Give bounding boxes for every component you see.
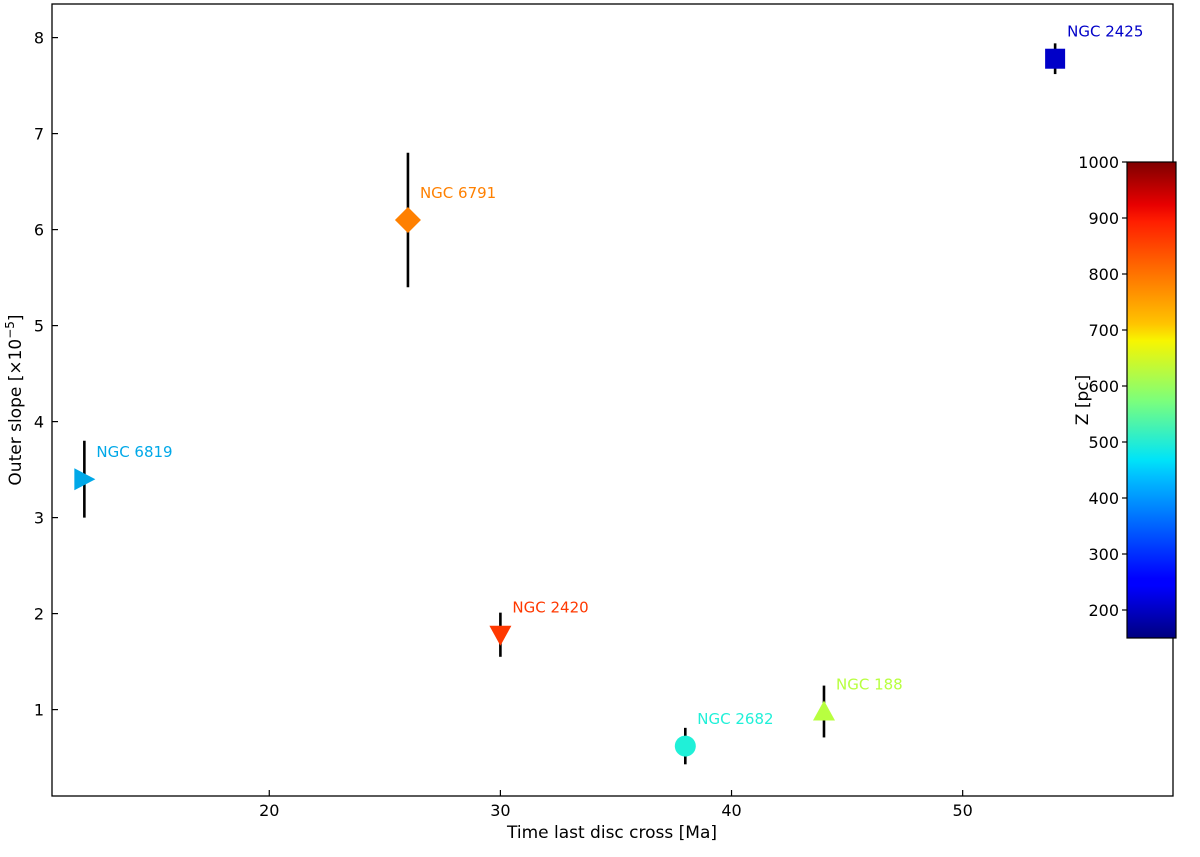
colorbar-ticks: 200 300 400 500 600 700 800 900 1000 bbox=[1078, 153, 1127, 620]
marker-diamond bbox=[394, 207, 421, 233]
marker-triangle-up bbox=[812, 700, 835, 721]
colorbar: 200 300 400 500 600 700 800 900 1000 Z [pc] bbox=[1073, 153, 1177, 639]
colorbar-tick-label: 1000 bbox=[1078, 153, 1119, 172]
colorbar-tick-label: 300 bbox=[1088, 545, 1119, 564]
marker-triangle-down bbox=[489, 625, 512, 646]
marker-square bbox=[1045, 48, 1066, 69]
x-axis-label: Time last disc cross [Ma] bbox=[506, 823, 717, 843]
y-tick-label: 1 bbox=[34, 701, 44, 720]
x-tick-label: 40 bbox=[721, 801, 741, 820]
y-tick-label: 6 bbox=[34, 221, 44, 240]
colorbar-tick-label: 600 bbox=[1088, 377, 1119, 396]
point-label: NGC 2420 bbox=[512, 599, 588, 617]
colorbar-tick-label: 200 bbox=[1088, 601, 1119, 620]
colorbar-tick-label: 500 bbox=[1088, 433, 1119, 452]
point-label: NGC 2682 bbox=[697, 710, 773, 728]
y-tick-label: 5 bbox=[34, 317, 44, 336]
y-tick-label: 8 bbox=[34, 29, 44, 48]
error-bars bbox=[83, 43, 1057, 765]
plot-area-frame bbox=[51, 3, 1174, 797]
colorbar-label: Z [pc] bbox=[1073, 375, 1093, 425]
marker-triangle-right bbox=[74, 468, 96, 491]
colorbar-tick-label: 400 bbox=[1088, 489, 1119, 508]
y-tick-label: 3 bbox=[34, 509, 44, 528]
point-label: NGC 6791 bbox=[420, 184, 496, 202]
data-markers bbox=[74, 48, 1066, 757]
x-tick-label: 50 bbox=[952, 801, 972, 820]
colorbar-tick-label: 900 bbox=[1088, 209, 1119, 228]
y-axis-label: Outer slope [×10−5] bbox=[3, 314, 26, 485]
x-tick-label: 20 bbox=[259, 801, 279, 820]
x-axis: 20 30 40 50 bbox=[259, 790, 973, 820]
y-tick-label: 4 bbox=[34, 413, 44, 432]
marker-circle bbox=[674, 735, 696, 757]
colorbar-tick-label: 700 bbox=[1088, 321, 1119, 340]
y-axis: 1 2 3 4 5 6 7 8 bbox=[34, 29, 58, 720]
point-label: NGC 188 bbox=[836, 676, 903, 694]
x-tick-label: 30 bbox=[490, 801, 510, 820]
colorbar-gradient bbox=[1126, 161, 1177, 639]
colorbar-tick-label: 800 bbox=[1088, 265, 1119, 284]
point-labels: NGC 2425 NGC 6791 NGC 6819 NGC 2420 NGC 2682… bbox=[96, 23, 1143, 728]
point-label: NGC 2425 bbox=[1067, 23, 1143, 41]
point-label: NGC 6819 bbox=[96, 443, 172, 461]
y-tick-label: 2 bbox=[34, 605, 44, 624]
y-tick-label: 7 bbox=[34, 125, 44, 144]
